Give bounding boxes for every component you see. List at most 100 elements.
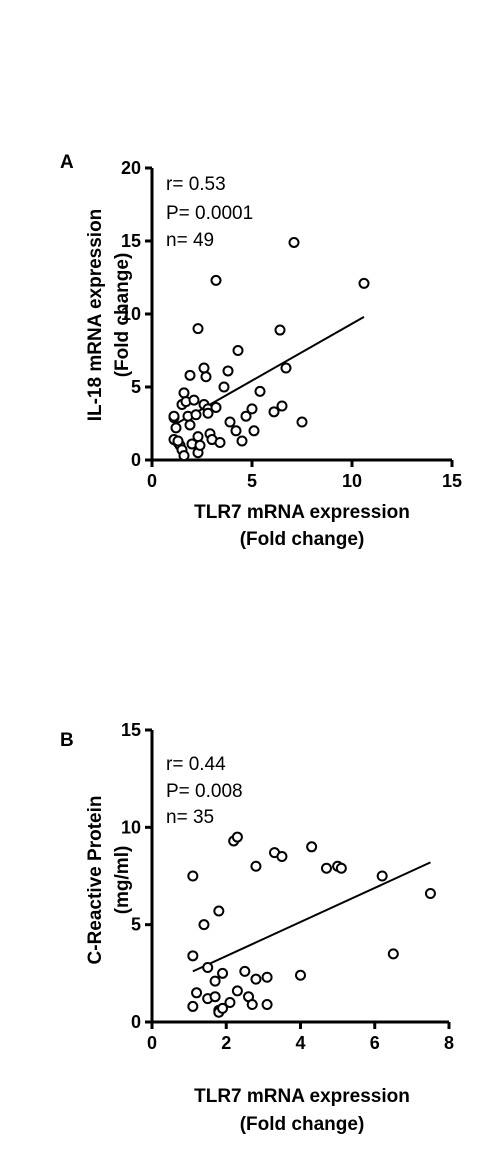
stat-n-a: n= 49 bbox=[166, 230, 214, 251]
y-tick-label-a: 20 bbox=[121, 158, 141, 178]
data-point-a bbox=[190, 409, 202, 421]
data-point-a bbox=[192, 431, 204, 443]
data-point-b bbox=[217, 967, 229, 979]
x-axis-subtitle-a: (Fold change) bbox=[240, 529, 365, 550]
x-tick-label-a: 10 bbox=[342, 471, 362, 491]
y-axis-subtitle-a: (Fold change) bbox=[112, 253, 133, 378]
data-point-a bbox=[200, 371, 212, 383]
data-point-b bbox=[224, 997, 236, 1009]
data-point-b bbox=[320, 862, 332, 874]
stat-p-b: P= 0.008 bbox=[166, 781, 243, 802]
data-point-a bbox=[172, 435, 184, 447]
data-point-b bbox=[424, 888, 436, 900]
data-point-a bbox=[168, 410, 180, 422]
stat-r-b: r= 0.44 bbox=[166, 754, 226, 775]
stat-r-a: r= 0.53 bbox=[166, 174, 226, 195]
data-point-a bbox=[178, 450, 190, 462]
data-point-b bbox=[250, 973, 262, 985]
data-point-a bbox=[230, 425, 242, 437]
data-point-a bbox=[198, 362, 210, 374]
data-point-a bbox=[276, 400, 288, 412]
panel-letter-b: B bbox=[60, 730, 74, 751]
panel-b: B r= 0.44 P= 0.008 n= 35 TLR7 mRNA expre… bbox=[60, 720, 454, 1135]
data-point-b bbox=[376, 870, 388, 882]
data-point-b bbox=[187, 1000, 199, 1012]
data-point-a bbox=[296, 416, 308, 428]
x-tick-label-b: 2 bbox=[221, 1033, 231, 1053]
y-tick-label-b: 0 bbox=[131, 1012, 141, 1032]
x-tick-label-a: 15 bbox=[442, 471, 462, 491]
x-tick-label-a: 0 bbox=[147, 471, 157, 491]
x-axis-subtitle-b: (Fold change) bbox=[240, 1114, 365, 1135]
data-point-b bbox=[191, 987, 203, 999]
y-tick-label-b: 10 bbox=[121, 817, 141, 837]
data-point-b bbox=[187, 870, 199, 882]
x-tick-label-b: 4 bbox=[295, 1033, 305, 1053]
data-point-a bbox=[202, 407, 214, 419]
y-axis-label-b: C-Reactive Protein bbox=[85, 796, 106, 965]
data-point-b bbox=[187, 950, 199, 962]
y-tick-label-a: 0 bbox=[131, 450, 141, 470]
y-tick-label-a: 5 bbox=[131, 377, 141, 397]
y-tick-label-a: 15 bbox=[121, 231, 141, 251]
data-point-a bbox=[240, 410, 252, 422]
data-point-b bbox=[295, 969, 306, 981]
data-point-a bbox=[254, 385, 266, 397]
data-point-a bbox=[210, 401, 222, 413]
stat-p-a: P= 0.0001 bbox=[166, 203, 253, 224]
data-point-a bbox=[280, 362, 292, 374]
data-point-b bbox=[276, 851, 288, 863]
data-point-a bbox=[188, 394, 200, 406]
data-point-b bbox=[209, 975, 221, 987]
data-point-a bbox=[222, 365, 234, 377]
data-point-b bbox=[239, 965, 251, 977]
y-axis-label-a: IL-18 mRNA expression bbox=[85, 209, 106, 422]
data-point-b bbox=[202, 961, 214, 973]
x-axis-label-b: TLR7 mRNA expression bbox=[194, 1086, 410, 1107]
data-point-a bbox=[232, 345, 244, 356]
panel-a: A r= 0.53 P= 0.0001 n= 49 TLR7 mRNA expr… bbox=[60, 152, 462, 550]
data-point-b bbox=[261, 971, 273, 983]
data-point-a bbox=[224, 416, 236, 428]
x-tick-label-b: 6 bbox=[370, 1033, 380, 1053]
data-point-a bbox=[268, 406, 280, 418]
data-point-a bbox=[248, 425, 260, 437]
data-point-a bbox=[214, 436, 226, 448]
data-point-b bbox=[335, 862, 347, 874]
data-point-a bbox=[274, 324, 286, 336]
panel-letter-a: A bbox=[60, 152, 74, 173]
y-tick-label-a: 10 bbox=[121, 304, 141, 324]
data-point-b bbox=[213, 905, 225, 917]
data-point-a bbox=[358, 277, 370, 289]
data-point-b bbox=[246, 998, 258, 1010]
data-point-a bbox=[236, 435, 248, 447]
data-point-b bbox=[209, 991, 221, 1003]
y-tick-label-b: 15 bbox=[121, 720, 141, 740]
data-point-a bbox=[170, 422, 182, 434]
stat-n-b: n= 35 bbox=[166, 807, 214, 828]
data-point-b bbox=[217, 1002, 229, 1014]
x-tick-label-b: 8 bbox=[444, 1033, 454, 1053]
data-point-b bbox=[261, 998, 273, 1010]
data-point-a bbox=[192, 323, 204, 335]
x-tick-label-a: 5 bbox=[247, 471, 257, 491]
regression-line-b bbox=[192, 861, 431, 973]
data-point-b bbox=[306, 841, 318, 853]
data-point-a bbox=[194, 439, 206, 451]
data-point-a bbox=[210, 274, 222, 286]
x-tick-label-b: 0 bbox=[147, 1033, 157, 1053]
data-point-a bbox=[288, 236, 300, 248]
data-point-b bbox=[231, 831, 243, 843]
data-point-a bbox=[178, 387, 190, 399]
data-point-b bbox=[231, 985, 243, 997]
y-axis-subtitle-b: (mg/ml) bbox=[112, 846, 133, 915]
data-point-b bbox=[198, 919, 210, 931]
data-point-a bbox=[218, 381, 230, 393]
x-axis-label-a: TLR7 mRNA expression bbox=[194, 502, 410, 523]
data-point-b bbox=[250, 860, 262, 872]
data-point-b bbox=[387, 948, 399, 960]
y-tick-label-b: 5 bbox=[131, 915, 141, 935]
data-point-a bbox=[246, 403, 258, 415]
data-point-a bbox=[184, 419, 196, 431]
